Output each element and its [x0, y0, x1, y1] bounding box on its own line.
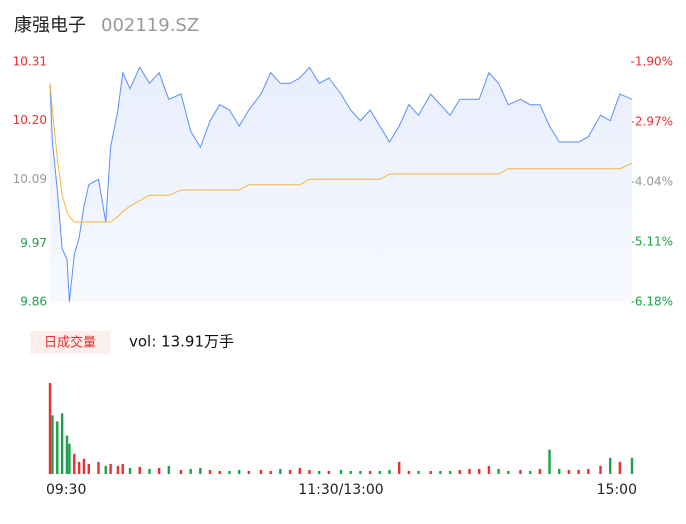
volume-bar [228, 470, 231, 474]
volume-bar [60, 413, 64, 474]
volume-total: vol: 13.91万手 [129, 333, 234, 351]
y-tick-label: 10.31 [13, 55, 47, 69]
stock-code: 002119.SZ [101, 15, 199, 36]
y-tick-label: 9.86 [20, 295, 47, 309]
volume-bar [630, 457, 634, 474]
volume-bar [87, 463, 90, 474]
volume-bar [577, 469, 580, 474]
volume-bar [587, 468, 590, 474]
y2-tick-label: -2.97% [631, 115, 673, 129]
volume-bar [247, 470, 251, 474]
y2-tick-label: -4.04% [631, 175, 673, 189]
volume-bar [138, 466, 141, 474]
volume-bar [519, 469, 522, 474]
volume-bar [618, 461, 622, 474]
volume-bar [199, 467, 202, 474]
volume-bar [218, 470, 221, 474]
volume-bar [48, 383, 52, 474]
volume-bar [56, 421, 59, 474]
volume-bar [148, 468, 151, 474]
volume-bar [458, 469, 462, 474]
y2-tick-label: -1.90% [631, 55, 673, 69]
x-tick-label: 09:30 [46, 482, 86, 498]
volume-bar [567, 469, 571, 474]
volume-bar [167, 465, 171, 474]
volume-bar [327, 470, 331, 474]
volume-bar [398, 461, 401, 474]
y-tick-label: 9.97 [20, 236, 47, 250]
volume-bar [121, 463, 124, 474]
stock-name: 康强电子 [14, 15, 86, 36]
volume-bar [429, 470, 432, 474]
volume-bar [608, 457, 612, 474]
volume-bar [279, 468, 282, 474]
volume-bar [82, 458, 86, 474]
volume-bar [478, 468, 481, 474]
volume-bar [104, 465, 107, 474]
volume-bar [68, 443, 71, 474]
volume-tab-label[interactable]: 日成交量 [44, 335, 96, 351]
y2-tick-label: -5.11% [631, 235, 673, 249]
price-area [50, 67, 632, 302]
volume-bar [77, 461, 81, 474]
volume-bar [538, 468, 542, 474]
y-tick-label: 10.20 [13, 113, 47, 127]
volume-bar [97, 461, 100, 474]
x-tick-label: 15:00 [597, 482, 637, 498]
x-tick-label: 11:30/13:00 [298, 482, 383, 498]
volume-bar [507, 470, 510, 474]
volume-bar [237, 469, 241, 474]
volume-bar [439, 470, 442, 474]
y2-tick-label: -6.18% [631, 295, 673, 309]
volume-bar [558, 468, 561, 474]
volume-bar [448, 470, 452, 474]
volume-bar [259, 469, 263, 474]
volume-bar [599, 465, 602, 474]
volume-bar [308, 469, 311, 474]
volume-bar [73, 453, 76, 474]
volume-bar [548, 449, 551, 474]
volume-bar [497, 468, 500, 474]
volume-bar [269, 470, 272, 474]
volume-bar [208, 469, 212, 474]
volume-bar [359, 470, 362, 474]
volume-bar [189, 468, 192, 474]
volume-bar [298, 467, 301, 474]
volume-bar [157, 467, 161, 474]
volume-bar [468, 468, 471, 474]
volume-bar [368, 470, 372, 474]
volume-tab[interactable] [30, 331, 110, 354]
volume-bar [339, 469, 343, 474]
volume-bar [65, 435, 69, 474]
volume-bar [179, 469, 183, 474]
volume-bar [128, 467, 132, 474]
volume-bar [116, 465, 120, 474]
volume-bar [487, 465, 491, 474]
volume-bar [388, 469, 391, 474]
y-tick-label: 10.09 [13, 172, 47, 186]
volume-bar [109, 463, 112, 474]
volume-bar [317, 470, 321, 474]
volume-bar [407, 470, 411, 474]
volume-bar [417, 470, 420, 474]
average-line [49, 83, 633, 223]
volume-bar [288, 469, 292, 474]
volume-bar [528, 470, 532, 474]
volume-bar [349, 470, 352, 474]
volume-bar [51, 415, 54, 474]
volume-bar [378, 470, 381, 474]
price-line [49, 66, 633, 303]
